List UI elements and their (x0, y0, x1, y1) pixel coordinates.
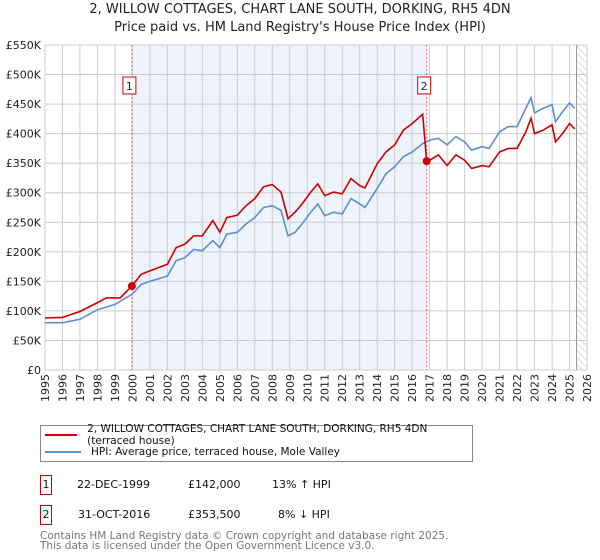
x-tick-label: 2014 (371, 374, 384, 402)
x-tick-label: 2004 (196, 374, 209, 402)
y-tick-label: £550K (6, 39, 42, 52)
sale-marker-label: 2 (421, 80, 428, 93)
x-tick-label: 2013 (354, 374, 367, 402)
legend-swatch-red (45, 434, 78, 436)
legend-item-property: 2, WILLOW COTTAGES, CHART LANE SOUTH, DO… (45, 423, 472, 447)
sale-point (127, 282, 136, 291)
x-tick-label: 2011 (319, 374, 332, 402)
x-tick-label: 2023 (529, 374, 542, 402)
x-tick-label: 2018 (441, 374, 454, 402)
sale-marker-badge (417, 76, 432, 95)
legend-label-hpi: HPI: Average price, terraced house, Mole… (91, 446, 341, 458)
x-tick-label: 2006 (231, 374, 244, 402)
x-tick-label: 2026 (581, 374, 594, 402)
x-tick-label: 2019 (459, 374, 472, 402)
transaction-badge: 2 (40, 505, 52, 525)
footer-line-2: This data is licensed under the Open Gov… (40, 540, 375, 552)
x-tick-label: 2021 (494, 374, 507, 402)
x-tick-label: 2003 (179, 374, 192, 402)
y-tick-label: £350K (6, 157, 42, 170)
x-tick-label: 2025 (564, 374, 577, 402)
sale-marker-badge (122, 76, 137, 95)
transaction-row: 2 31-OCT-2016 £353,500 8% ↓ HPI (40, 505, 600, 525)
x-tick-label: 2022 (511, 374, 524, 402)
x-tick-label: 2010 (301, 374, 314, 402)
chart-subtitle: Price paid vs. HM Land Registry's House … (114, 20, 486, 35)
y-tick-label: £0 (27, 364, 41, 377)
y-tick-label: £200K (6, 246, 42, 259)
transaction-price: £142,000 (188, 478, 241, 491)
transaction-hpi-delta: 13% ↑ HPI (272, 478, 331, 491)
y-tick-label: £50K (13, 334, 42, 347)
x-tick-label: 1998 (91, 374, 104, 402)
x-tick-label: 2002 (161, 374, 174, 402)
x-tick-label: 2012 (336, 374, 349, 402)
transaction-row: 1 22-DEC-1999 £142,000 13% ↑ HPI (40, 475, 600, 495)
transaction-badge: 1 (40, 475, 52, 495)
x-tick-label: 2015 (389, 374, 402, 402)
hpi-series-line (45, 95, 576, 324)
property-series-line (44, 112, 576, 319)
x-tick-label: 2024 (546, 374, 559, 402)
x-tick-label: 2008 (266, 374, 279, 402)
transaction-hpi-delta: 8% ↓ HPI (278, 508, 330, 521)
x-tick-label: 2001 (144, 374, 157, 402)
x-tick-label: 2005 (214, 374, 227, 402)
y-tick-label: £100K (6, 305, 42, 318)
chart-title: 2, WILLOW COTTAGES, CHART LANE SOUTH, DO… (89, 2, 511, 17)
y-tick-label: £300K (6, 187, 42, 200)
x-tick-label: 1999 (109, 374, 122, 402)
legend-label-property: 2, WILLOW COTTAGES, CHART LANE SOUTH, DO… (87, 423, 428, 447)
x-tick-label: 2020 (476, 374, 489, 402)
future-hatch (576, 45, 587, 370)
x-tick-label: 2007 (249, 374, 262, 402)
y-tick-label: £450K (6, 98, 42, 111)
x-tick-label: 2000 (126, 374, 139, 402)
x-tick-label: 2017 (424, 374, 437, 402)
sale-marker-label: 1 (126, 80, 133, 93)
legend: 2, WILLOW COTTAGES, CHART LANE SOUTH, DO… (40, 423, 473, 462)
sale-period-shading (131, 45, 427, 370)
footer-line-1: Contains HM Land Registry data © Crown c… (40, 530, 449, 542)
x-tick-label: 1996 (56, 374, 69, 402)
y-tick-label: £150K (6, 275, 42, 288)
sale-point (422, 157, 431, 166)
legend-swatch-blue (45, 451, 81, 453)
y-tick-label: £250K (6, 216, 42, 229)
x-tick-label: 2009 (284, 374, 297, 402)
transaction-date: 22-DEC-1999 (77, 478, 151, 491)
legend-item-hpi: HPI: Average price, terraced house, Mole… (45, 444, 340, 460)
y-tick-label: £400K (6, 128, 42, 141)
x-tick-label: 1997 (74, 374, 87, 402)
transaction-price: £353,500 (188, 508, 241, 521)
footer: Contains HM Land Registry data © Crown c… (40, 530, 449, 552)
transaction-date: 31-OCT-2016 (78, 508, 151, 521)
x-tick-label: 2016 (406, 374, 419, 402)
y-tick-label: £500K (6, 69, 42, 82)
x-tick-label: 1995 (39, 374, 52, 402)
price-chart: 1995 1996 1997 1998 1999 2000 2001 2002 2003 2004… (6, 39, 594, 402)
